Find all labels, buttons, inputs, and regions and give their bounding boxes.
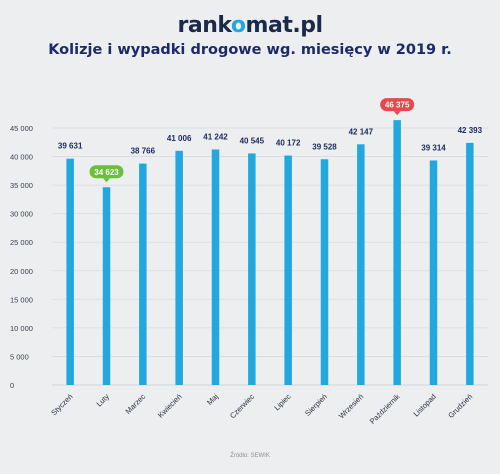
y-tick-label: 30 000 xyxy=(10,210,33,219)
logo-mark: o xyxy=(230,13,246,38)
x-tick-label: Grudzień xyxy=(446,392,474,420)
bar xyxy=(429,160,438,385)
bar xyxy=(284,155,292,385)
logo: rankomat.pl xyxy=(0,13,500,38)
bar xyxy=(102,187,111,385)
bar xyxy=(211,149,220,385)
y-tick-label: 0 xyxy=(10,381,14,390)
bar xyxy=(139,163,147,385)
value-badge xyxy=(380,98,415,112)
x-tick-label: Kwiecień xyxy=(156,392,184,420)
data-label: 39 631 xyxy=(58,142,83,151)
bar xyxy=(175,150,183,385)
x-tick-label: Lipiec xyxy=(272,392,292,412)
y-tick-label: 45 000 xyxy=(10,124,33,133)
x-tick-label: Maj xyxy=(205,392,220,407)
data-label: 41 006 xyxy=(167,134,192,143)
x-tick-label: Listopad xyxy=(411,392,437,418)
logo-text-prefix: rank xyxy=(177,13,232,38)
data-label: 42 393 xyxy=(458,126,483,135)
x-tick-label: Czerwiec xyxy=(228,392,256,420)
bar xyxy=(248,153,256,385)
x-tick-label: Sierpień xyxy=(303,392,329,418)
y-tick-label: 40 000 xyxy=(10,153,33,162)
value-badge-pointer xyxy=(393,111,401,116)
bar xyxy=(357,144,365,385)
x-tick-label: Październik xyxy=(368,392,402,426)
source-note: Źródło: SEWIK xyxy=(230,453,270,459)
x-tick-label: Luty xyxy=(95,392,112,409)
y-tick-label: 10 000 xyxy=(10,324,33,333)
data-label: 38 766 xyxy=(131,147,156,156)
y-tick-label: 20 000 xyxy=(10,267,33,276)
data-label: 40 545 xyxy=(240,136,265,145)
x-tick-label: Wrzesień xyxy=(337,392,365,420)
logo-text-suffix: mat.pl xyxy=(245,13,323,38)
x-tick-label: Styczeń xyxy=(49,392,74,417)
data-label: 40 172 xyxy=(276,139,301,148)
bar xyxy=(66,158,74,385)
y-tick-label: 25 000 xyxy=(10,238,33,247)
data-label: 39 314 xyxy=(421,143,446,152)
x-tick-label: Marzec xyxy=(123,392,147,416)
value-badge-pointer xyxy=(103,178,110,183)
y-tick-label: 5 000 xyxy=(10,352,29,361)
data-label: 41 242 xyxy=(203,132,228,141)
bar xyxy=(320,159,329,385)
y-tick-label: 35 000 xyxy=(10,181,33,190)
data-label: 39 528 xyxy=(312,142,337,151)
chart-title: Kolizje i wypadki drogowe wg. miesięcy w… xyxy=(48,42,452,58)
bar xyxy=(393,120,401,386)
bar xyxy=(466,142,474,385)
data-label: 34 623 xyxy=(94,168,119,177)
data-label: 42 147 xyxy=(349,127,374,136)
data-label: 46 375 xyxy=(385,101,410,110)
value-badge xyxy=(89,165,124,179)
y-tick-label: 15 000 xyxy=(10,295,33,304)
